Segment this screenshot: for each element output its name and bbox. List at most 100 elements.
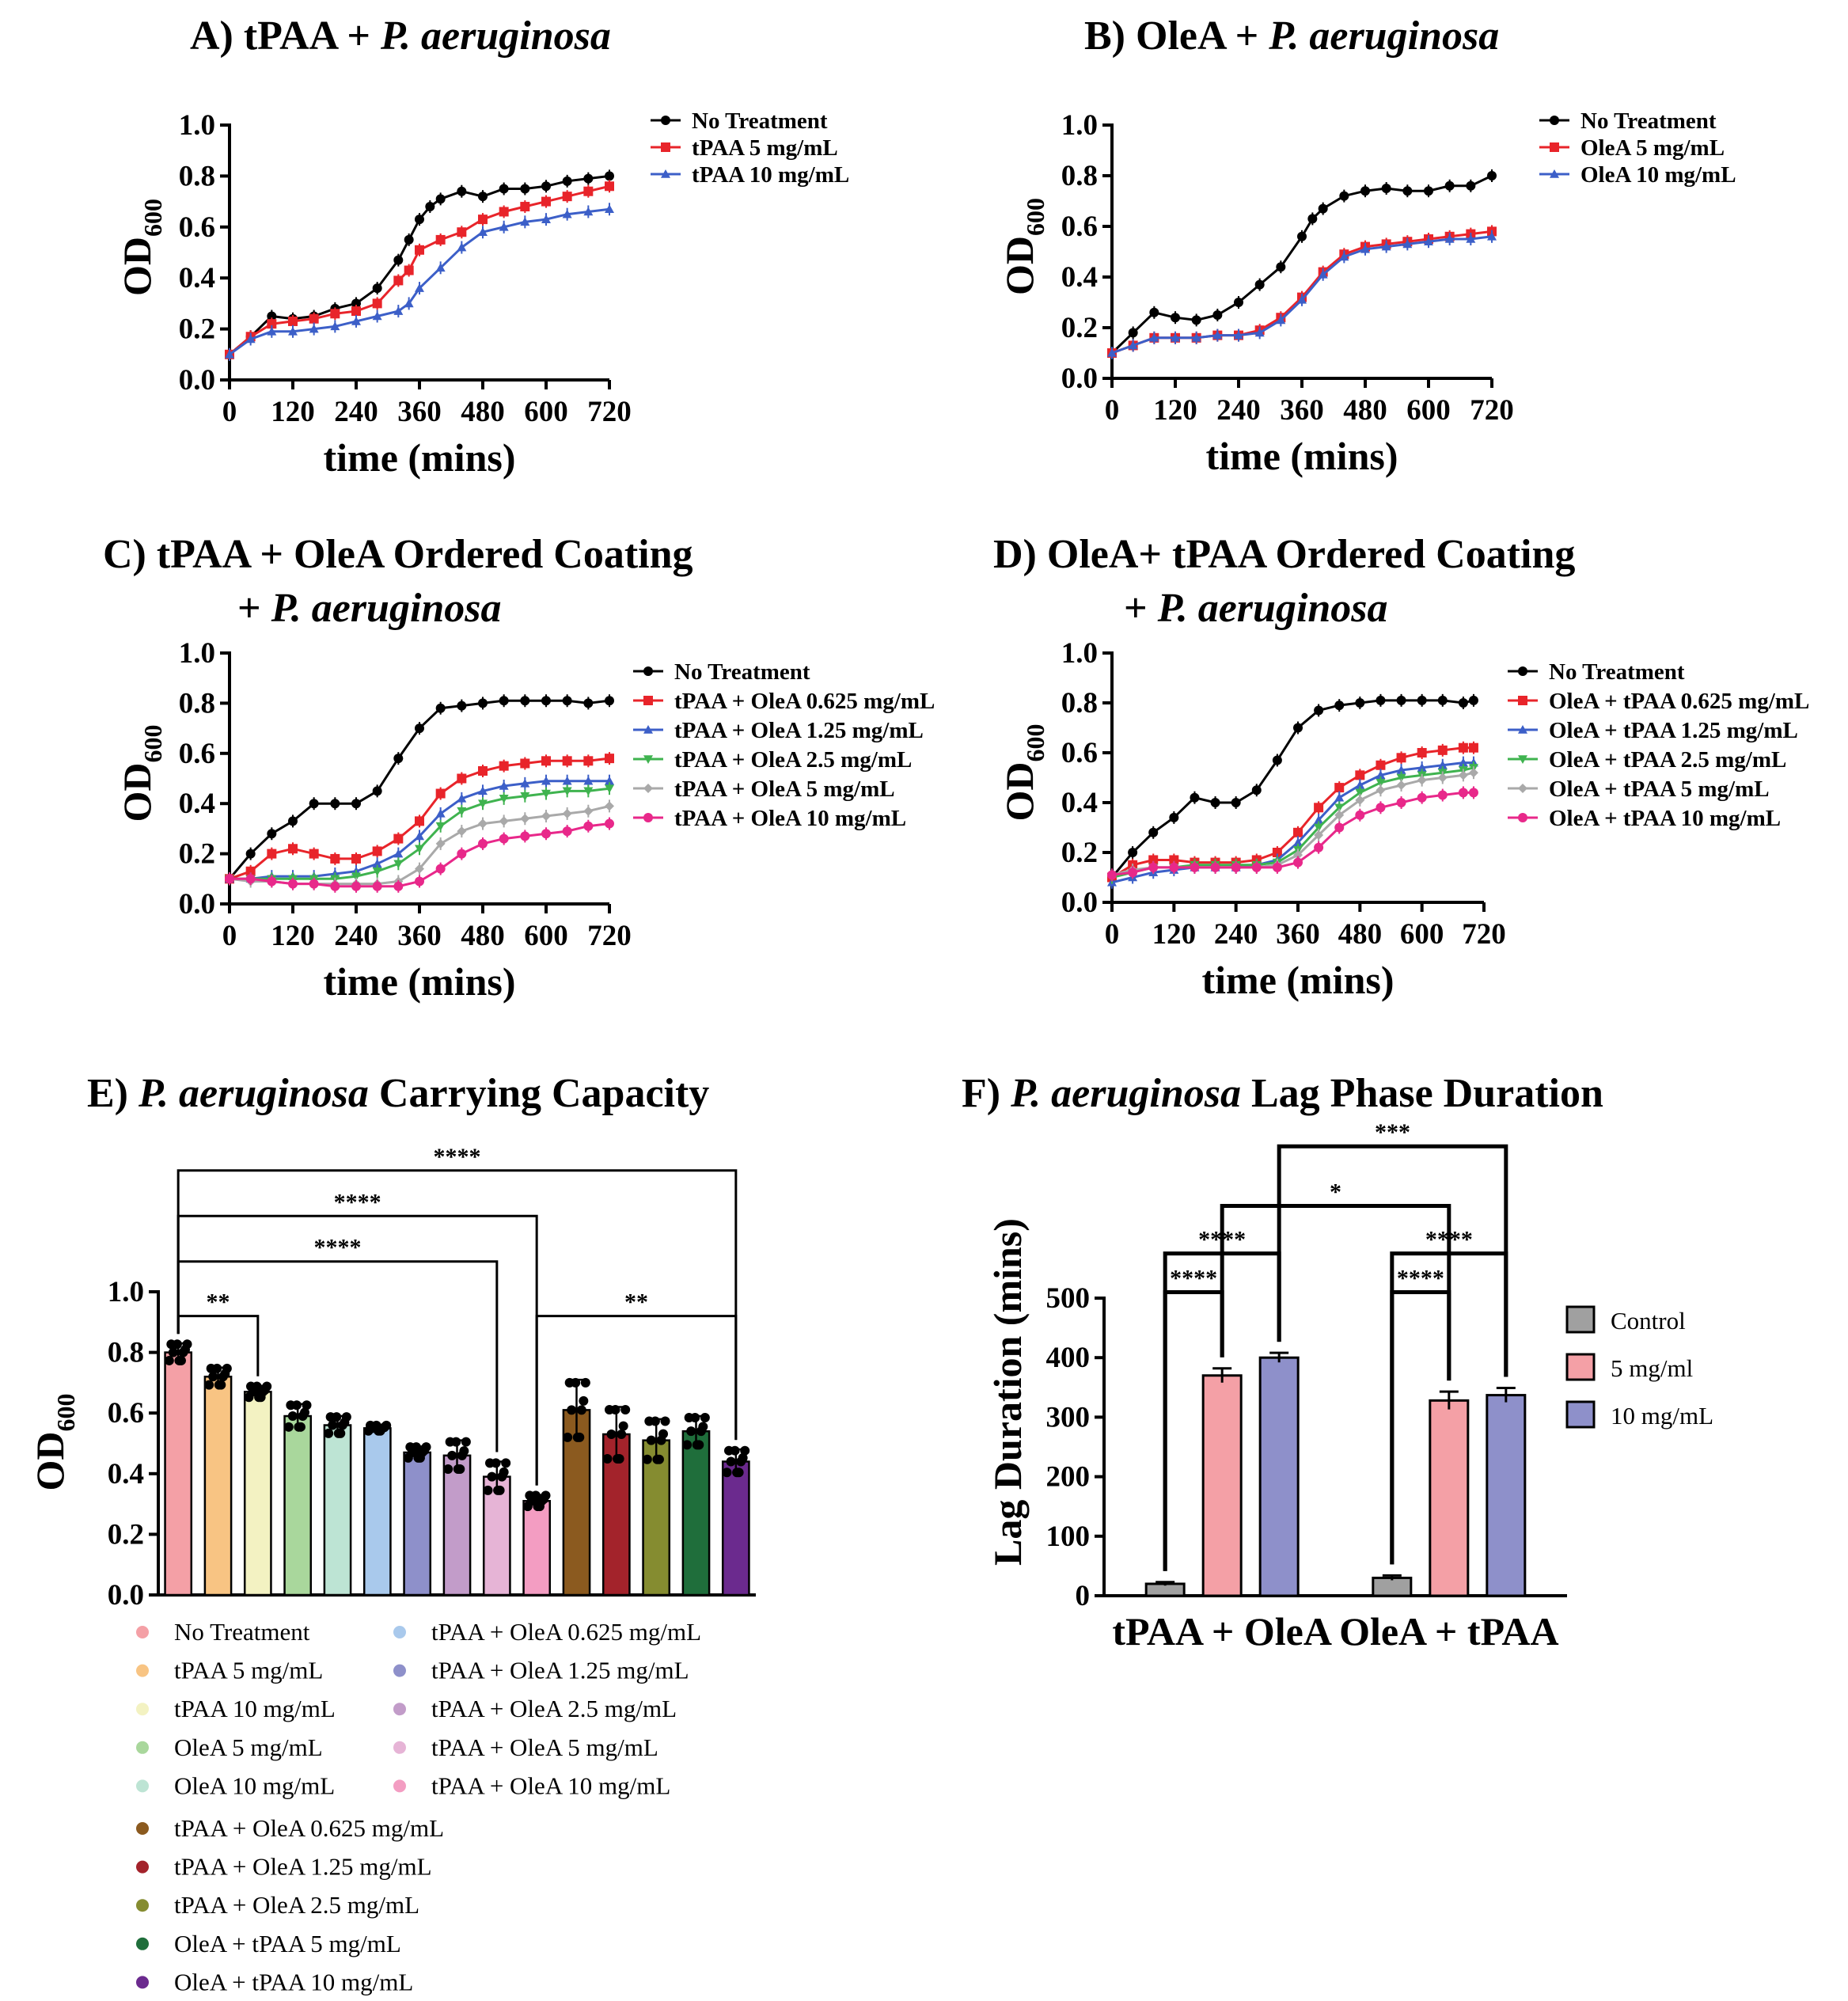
data-point [309, 324, 319, 333]
replicate-point [174, 1355, 184, 1365]
data-point [1381, 241, 1391, 251]
replicate-point [740, 1445, 750, 1456]
data-point [1293, 723, 1303, 733]
data-point [520, 831, 530, 841]
y-tick-label: 0.6 [108, 1397, 144, 1430]
data-point [605, 696, 614, 706]
data-point [393, 255, 404, 265]
data-point [457, 242, 467, 252]
legend-label: tPAA + OleA 10 mg/mL [674, 806, 906, 831]
x-tick-label: 240 [334, 396, 378, 428]
panel-c-title-line2: + P. aeruginosa [237, 586, 502, 631]
data-point [478, 765, 488, 776]
chart-e: 0.00.20.40.60.81.0OD600****************N… [28, 1144, 756, 1995]
data-point [1314, 815, 1324, 824]
data-point [562, 192, 572, 202]
significance-bracket [535, 1315, 738, 1486]
data-point [267, 849, 277, 859]
data-point [372, 846, 382, 856]
data-point [372, 859, 382, 868]
replicate-point [461, 1437, 471, 1447]
replicate-point [696, 1426, 706, 1437]
legend-label: tPAA + OleA 5 mg/mL [431, 1733, 658, 1761]
data-point [1234, 298, 1243, 307]
data-point [330, 853, 340, 864]
data-point [1458, 698, 1468, 708]
data-point [415, 215, 424, 225]
y-axis-label-sub: 600 [1021, 198, 1049, 236]
legend-label: tPAA + OleA 5 mg/mL [674, 776, 895, 802]
data-point [499, 795, 509, 803]
y-tick-label: 0.6 [1061, 737, 1098, 769]
legend-label: tPAA + OleA 2.5 mg/mL [674, 747, 912, 773]
panel-a-title: A) tPAA + P. aeruginosa [190, 13, 611, 59]
y-tick-label: 0.4 [108, 1458, 144, 1490]
data-point [541, 829, 551, 839]
legend-label: tPAA + OleA 1.25 mg/mL [674, 718, 924, 743]
bar [522, 1500, 552, 1597]
significance-label: *** [1375, 1119, 1410, 1145]
legend-marker [136, 1741, 149, 1754]
data-point [330, 309, 340, 319]
data-point [1360, 186, 1370, 196]
data-point [1339, 191, 1349, 201]
legend-label: tPAA 5 mg/mL [174, 1657, 323, 1684]
y-tick-label: 0.4 [179, 788, 215, 820]
legend-swatch [1565, 1353, 1596, 1381]
replicate-point [381, 1420, 392, 1430]
legend-label: tPAA 10 mg/mL [174, 1695, 336, 1722]
replicate-point [302, 1400, 312, 1411]
y-axis-label-sub: 600 [51, 1394, 80, 1432]
replicate-point [700, 1412, 710, 1422]
data-point [267, 319, 277, 329]
data-point [245, 874, 256, 884]
series-0 [1107, 693, 1478, 884]
data-point [415, 245, 424, 255]
data-point [372, 881, 382, 891]
bar [164, 1351, 193, 1597]
data-point [425, 202, 435, 212]
chart-d: 0.0 0.2 0.4 0.6 0.8 1.0 0 120 240 360 480 600 720 tim… [997, 637, 1809, 1002]
data-point [1417, 748, 1427, 757]
data-point [415, 723, 424, 734]
y-axis-label-sub: 600 [1021, 724, 1049, 762]
series-line [1110, 174, 1493, 355]
legend-label: tPAA + OleA 1.25 mg/mL [431, 1657, 689, 1684]
x-category-label: OleA + tPAA [1339, 1609, 1559, 1654]
replicate-point [365, 1420, 375, 1430]
legend-marker [136, 1664, 149, 1677]
bar [243, 1391, 272, 1597]
replicate-point [337, 1420, 347, 1430]
data-point [520, 217, 530, 226]
data-point [1396, 695, 1406, 705]
replicate-point [484, 1458, 495, 1468]
series-0 [1107, 169, 1497, 359]
y-axis-label-main: OD [997, 236, 1042, 295]
data-point [499, 761, 509, 771]
data-point [1355, 780, 1365, 789]
data-point [1297, 231, 1307, 241]
y-axis-label: Lag Duration (mins) [985, 1218, 1030, 1566]
x-tick-label: 600 [1406, 394, 1451, 427]
replicate-point [567, 1405, 577, 1415]
data-point [372, 283, 382, 294]
data-point [499, 207, 509, 217]
replicate-point [493, 1485, 503, 1495]
legend-label: OleA 5 mg/mL [174, 1733, 323, 1761]
y-tick-label: 1.0 [179, 637, 215, 670]
y-tick-label: 0.2 [1061, 312, 1098, 344]
data-point [1360, 244, 1370, 253]
y-tick-label: 300 [1046, 1401, 1091, 1433]
legend-label: No Treatment [1549, 659, 1685, 685]
y-tick-label: 1.0 [1061, 109, 1098, 142]
replicate-point [646, 1435, 656, 1445]
y-tick-label: 400 [1046, 1342, 1091, 1374]
legend-label: tPAA + OleA 0.625 mg/mL [174, 1814, 444, 1842]
legend-marker [1518, 666, 1527, 676]
data-point [478, 698, 488, 708]
replicate-point [204, 1380, 214, 1390]
data-point [1212, 310, 1223, 320]
replicate-point [579, 1395, 589, 1406]
legend-label: OleA 5 mg/mL [1580, 135, 1725, 161]
series-1 [225, 180, 614, 361]
